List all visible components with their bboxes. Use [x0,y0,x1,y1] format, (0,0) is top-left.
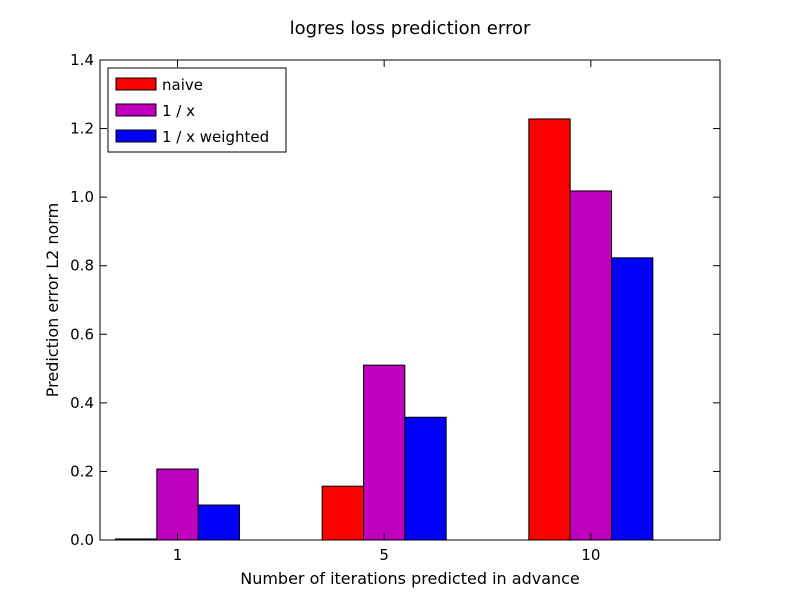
y-tick-label: 0.4 [70,394,94,412]
y-tick-label: 1.4 [70,51,94,69]
legend-swatch [115,77,157,91]
legend-swatch [115,129,157,143]
legend-label: 1 / x [162,102,195,120]
bar-1-x-weighted-10 [611,257,654,541]
bar-1-x-weighted-1 [197,504,241,541]
y-tick-label: 0.8 [70,257,94,275]
bar-naive-10 [528,118,571,541]
bar-naive-5 [321,485,364,541]
x-tick-label: 5 [379,546,389,564]
chart-title: logres loss prediction error [290,18,531,39]
bar-1-x-weighted-5 [404,416,447,541]
ticks-group: 0.0 0.2 0.4 0.6 0.8 1.0 1.2 1.4 1 5 10 [70,51,720,564]
bars-group [115,118,654,541]
legend-label: naive [162,76,203,94]
legend: naive 1 / x 1 / x weighted [107,67,287,153]
y-axis-label: Prediction error L2 norm [43,203,62,397]
y-tick-label: 0.2 [70,462,94,480]
bar-1-x-5 [363,364,406,541]
legend-swatch [115,103,157,117]
x-tick-label: 10 [581,546,600,564]
x-axis-label: Number of iterations predicted in advanc… [240,569,580,588]
y-tick-label: 1.2 [70,120,94,138]
y-tick-label: 1.0 [70,188,94,206]
plot-frame [99,59,721,541]
x-tick-label: 1 [173,546,183,564]
bar-1-x-10 [569,190,613,541]
legend-label: 1 / x weighted [162,128,269,146]
y-tick-label: 0.0 [70,531,94,549]
y-tick-label: 0.6 [70,325,94,343]
bar-1-x-1 [156,468,199,541]
